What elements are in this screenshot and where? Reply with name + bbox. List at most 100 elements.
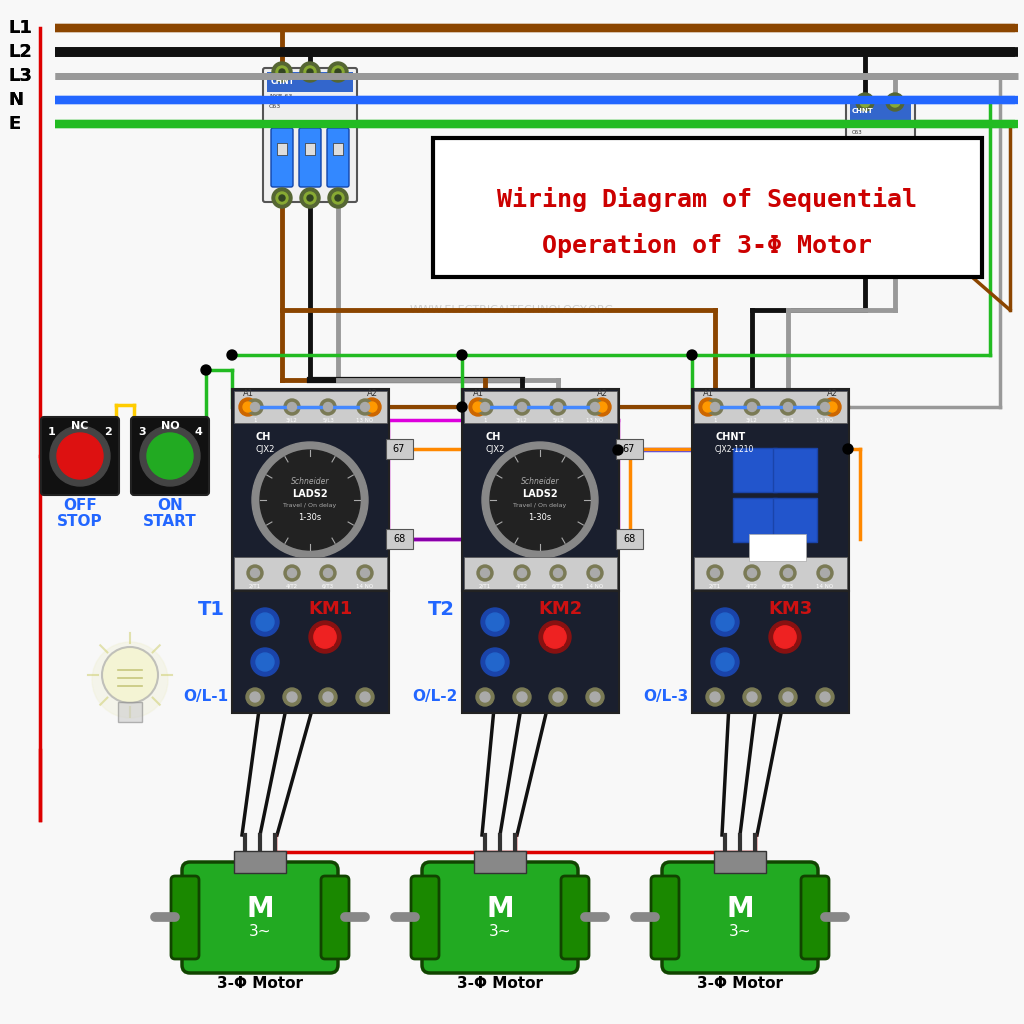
Circle shape xyxy=(517,692,527,702)
Text: NXB-63: NXB-63 xyxy=(269,93,293,98)
Circle shape xyxy=(319,399,336,415)
Text: O/L-1: O/L-1 xyxy=(183,689,228,705)
Text: NO: NO xyxy=(161,421,179,431)
FancyBboxPatch shape xyxy=(321,876,349,959)
FancyBboxPatch shape xyxy=(232,389,389,591)
Circle shape xyxy=(703,402,713,412)
Text: 5/L3: 5/L3 xyxy=(782,418,794,423)
Text: 4/T2: 4/T2 xyxy=(516,584,528,589)
FancyBboxPatch shape xyxy=(733,449,777,492)
Circle shape xyxy=(716,613,734,631)
Circle shape xyxy=(309,621,341,653)
Circle shape xyxy=(201,365,211,375)
Text: KM3: KM3 xyxy=(768,600,812,618)
Text: 3~: 3~ xyxy=(249,924,271,939)
FancyBboxPatch shape xyxy=(422,862,578,973)
FancyBboxPatch shape xyxy=(714,851,766,873)
Circle shape xyxy=(307,195,313,201)
Circle shape xyxy=(482,442,598,558)
Circle shape xyxy=(252,442,368,558)
Circle shape xyxy=(50,426,110,486)
Circle shape xyxy=(480,402,489,412)
Text: 3-Φ Motor: 3-Φ Motor xyxy=(217,976,303,990)
FancyBboxPatch shape xyxy=(234,557,387,589)
Circle shape xyxy=(250,692,260,702)
Text: 1-30s: 1-30s xyxy=(528,513,552,522)
Circle shape xyxy=(593,398,611,416)
Circle shape xyxy=(284,565,300,581)
Circle shape xyxy=(823,398,841,416)
Circle shape xyxy=(476,688,494,706)
Text: CJX2: CJX2 xyxy=(485,445,505,454)
Circle shape xyxy=(687,350,697,360)
FancyBboxPatch shape xyxy=(333,143,343,155)
Text: T1: T1 xyxy=(198,600,225,618)
Circle shape xyxy=(243,402,253,412)
Circle shape xyxy=(251,568,259,578)
Circle shape xyxy=(817,565,833,581)
Text: ON: ON xyxy=(157,499,183,513)
Circle shape xyxy=(860,97,870,106)
Circle shape xyxy=(360,692,370,702)
Circle shape xyxy=(477,565,493,581)
Circle shape xyxy=(816,688,834,706)
Circle shape xyxy=(239,398,257,416)
FancyBboxPatch shape xyxy=(118,702,142,722)
FancyBboxPatch shape xyxy=(694,557,847,589)
Circle shape xyxy=(227,350,237,360)
FancyBboxPatch shape xyxy=(267,72,353,92)
Circle shape xyxy=(746,692,757,702)
Text: A2: A2 xyxy=(826,389,838,398)
Circle shape xyxy=(856,199,874,217)
Circle shape xyxy=(251,402,259,412)
FancyBboxPatch shape xyxy=(561,876,589,959)
FancyBboxPatch shape xyxy=(234,851,286,873)
Circle shape xyxy=(748,568,757,578)
Circle shape xyxy=(300,62,319,82)
Text: 68: 68 xyxy=(393,534,406,544)
Text: L2: L2 xyxy=(8,43,32,61)
Text: L3: L3 xyxy=(8,67,32,85)
Circle shape xyxy=(328,62,348,82)
Circle shape xyxy=(587,565,603,581)
FancyBboxPatch shape xyxy=(171,876,199,959)
Circle shape xyxy=(780,565,796,581)
FancyBboxPatch shape xyxy=(234,391,387,423)
Text: 67: 67 xyxy=(393,444,406,454)
FancyBboxPatch shape xyxy=(271,128,293,187)
Text: WWW.ELECTRICALTECHNOLOGY.ORG: WWW.ELECTRICALTECHNOLOGY.ORG xyxy=(410,305,614,315)
FancyBboxPatch shape xyxy=(749,534,806,561)
Text: 14 NO: 14 NO xyxy=(356,584,374,589)
Circle shape xyxy=(590,692,600,702)
Circle shape xyxy=(744,565,760,581)
Circle shape xyxy=(748,402,757,412)
Text: 1: 1 xyxy=(714,418,717,423)
Circle shape xyxy=(272,62,292,82)
Circle shape xyxy=(783,568,793,578)
FancyBboxPatch shape xyxy=(316,628,334,646)
Text: NC: NC xyxy=(72,421,89,431)
Text: 3/L2: 3/L2 xyxy=(286,418,298,423)
Circle shape xyxy=(477,399,493,415)
Text: 67: 67 xyxy=(623,444,635,454)
Text: L1: L1 xyxy=(8,19,32,37)
Circle shape xyxy=(304,66,316,78)
Circle shape xyxy=(328,188,348,208)
Text: 68: 68 xyxy=(623,534,635,544)
FancyBboxPatch shape xyxy=(776,628,794,646)
Circle shape xyxy=(102,647,158,703)
Circle shape xyxy=(780,399,796,415)
FancyBboxPatch shape xyxy=(651,876,679,959)
Circle shape xyxy=(304,193,316,204)
FancyBboxPatch shape xyxy=(433,138,982,278)
Text: LADS2: LADS2 xyxy=(292,489,328,499)
FancyBboxPatch shape xyxy=(464,391,617,423)
Circle shape xyxy=(783,692,793,702)
Text: 1: 1 xyxy=(483,418,486,423)
Text: 2/T1: 2/T1 xyxy=(479,584,492,589)
Circle shape xyxy=(769,621,801,653)
Circle shape xyxy=(890,203,900,213)
FancyBboxPatch shape xyxy=(884,148,906,200)
Text: A2: A2 xyxy=(367,389,378,398)
Text: 13 NO: 13 NO xyxy=(356,418,374,423)
